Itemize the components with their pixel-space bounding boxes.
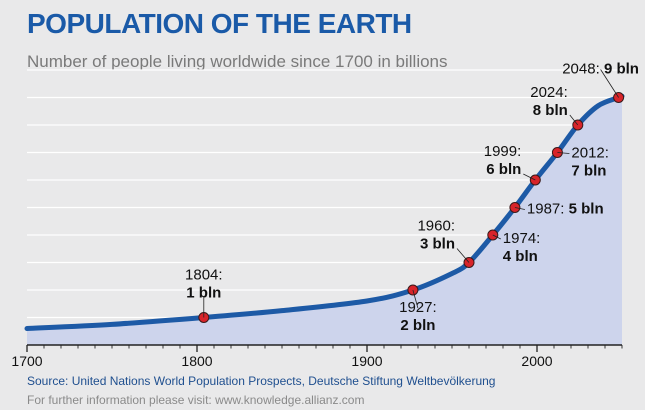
- milestone-year-label: 2012:: [571, 145, 609, 162]
- x-axis: 1700 1800 1900 2000: [11, 344, 623, 369]
- leader-line: [523, 173, 536, 181]
- milestone-year-label: 1974:: [503, 230, 541, 247]
- milestone-year-label: 1999:: [484, 143, 522, 160]
- leader-line: [600, 69, 619, 98]
- chart-subtitle: Number of people living worldwide since …: [27, 52, 448, 71]
- leader-line: [569, 114, 579, 126]
- milestone-year-label: 2024:: [530, 84, 568, 101]
- area-layer: [24, 93, 625, 345]
- milestone-labels: 1804:1 bln 1927:2 bln 1960:3 bln 1974:4 bln…: [185, 61, 639, 335]
- milestone-year-label: 2048:: [562, 61, 604, 78]
- milestone-value-label: 7 bln: [571, 163, 606, 180]
- milestone-year-label: 1960:: [417, 218, 455, 235]
- milestone-value-label: 5 bln: [569, 201, 604, 218]
- milestone-year-label: 1804:: [185, 267, 223, 284]
- leader-line: [557, 152, 570, 154]
- milestone-value-label: 1 bln: [186, 285, 221, 302]
- leader-line: [456, 248, 470, 263]
- milestone-value-label: 6 bln: [486, 161, 521, 178]
- leader-line: [412, 289, 419, 309]
- info-note: For further information please visit: ww…: [27, 393, 365, 407]
- x-tick-label: 1700: [11, 353, 42, 369]
- milestone-value-label: 9 bln: [604, 61, 639, 78]
- milestone-label: 2048: 9 bln: [562, 61, 639, 78]
- milestone-value-label: 2 bln: [400, 317, 435, 334]
- milestone-year-label: 1987:: [527, 201, 569, 218]
- leader-line: [514, 207, 525, 210]
- x-tick-label: 1800: [181, 353, 212, 369]
- milestone-value-label: 8 bln: [533, 102, 568, 119]
- chart-title: POPULATION OF THE EARTH: [27, 8, 412, 39]
- milestone-year-label: 1927:: [399, 299, 437, 316]
- milestone-value-label: 4 bln: [503, 248, 538, 265]
- milestone-value-label: 3 bln: [420, 236, 455, 253]
- x-tick-label: 2000: [521, 353, 552, 369]
- source-note: Source: United Nations World Population …: [27, 374, 496, 388]
- leader-line: [492, 234, 501, 240]
- x-tick-label: 1900: [351, 353, 382, 369]
- milestone-label: 1987: 5 bln: [527, 201, 604, 218]
- population-area: [27, 96, 622, 345]
